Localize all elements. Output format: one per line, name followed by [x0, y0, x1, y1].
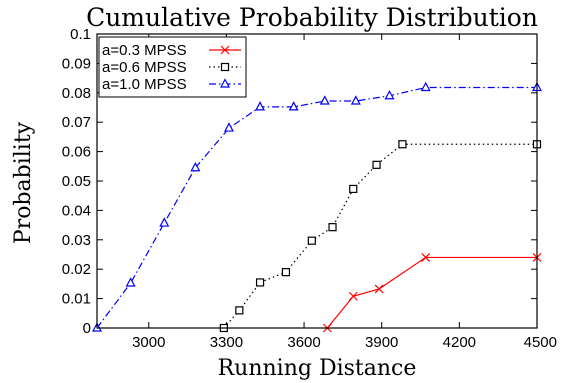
legend-marker	[220, 45, 230, 55]
series-line	[223, 143, 537, 329]
data-point	[384, 89, 395, 100]
data-point	[421, 253, 431, 262]
y-axis-label: Probability	[11, 121, 36, 244]
series-line	[326, 256, 537, 329]
x-axis-label: Running Distance	[218, 356, 417, 381]
y-tick-label: 0.1	[70, 26, 91, 43]
data-point	[125, 277, 136, 287]
series-2	[92, 81, 542, 332]
y-tick-label: 0.01	[62, 291, 91, 308]
y-tick-label: 0.09	[62, 55, 91, 72]
chart-title: Cumulative Probability Distribution	[86, 3, 538, 32]
y-tick-label: 0.03	[62, 232, 91, 249]
data-point	[319, 95, 330, 105]
axis-ticks: 0 0.01 0.02 0.03 0.04 0.05 0.06 0.07 0.08 0.09 0.1…	[62, 26, 557, 351]
data-point	[348, 291, 358, 301]
x-tick-label: 4200	[443, 334, 476, 351]
data-point	[255, 101, 266, 111]
y-tick-label: 0.04	[62, 202, 91, 219]
y-tick-label: 0.02	[62, 261, 91, 278]
data-point	[374, 284, 384, 294]
y-tick-label: 0.06	[62, 144, 91, 161]
x-tick-label: 3600	[287, 334, 320, 351]
legend-label: a=0.6 MPSS	[102, 59, 187, 76]
data-point	[420, 81, 431, 92]
data-point	[235, 306, 244, 315]
data-point	[288, 101, 299, 111]
series-1	[219, 140, 542, 333]
series-layer	[92, 81, 542, 333]
data-point	[372, 160, 381, 169]
data-point	[307, 236, 316, 245]
y-tick-label: 0.05	[62, 173, 91, 190]
x-tick-label: 3300	[210, 334, 243, 351]
data-point	[281, 268, 291, 277]
y-tick-label: 0	[83, 320, 91, 337]
data-point	[224, 122, 234, 132]
plot-frame	[96, 33, 538, 329]
y-tick-label: 0.07	[62, 114, 91, 131]
data-point	[349, 184, 358, 194]
legend-label: a=1.0 MPSS	[102, 76, 187, 93]
legend-marker	[220, 78, 230, 88]
data-point	[190, 161, 201, 172]
data-point	[328, 223, 337, 232]
data-point	[350, 95, 361, 105]
series-line	[96, 86, 537, 329]
data-point	[398, 140, 407, 149]
data-point	[159, 217, 170, 227]
x-tick-label: 3900	[365, 334, 398, 351]
data-point	[255, 278, 265, 287]
legend-marker	[220, 62, 230, 72]
series-0	[322, 253, 542, 333]
legend-label: a=0.3 MPSS	[102, 42, 187, 59]
y-tick-label: 0.08	[62, 85, 91, 102]
x-tick-label: 4500	[524, 334, 557, 351]
x-tick-label: 3000	[132, 334, 165, 351]
